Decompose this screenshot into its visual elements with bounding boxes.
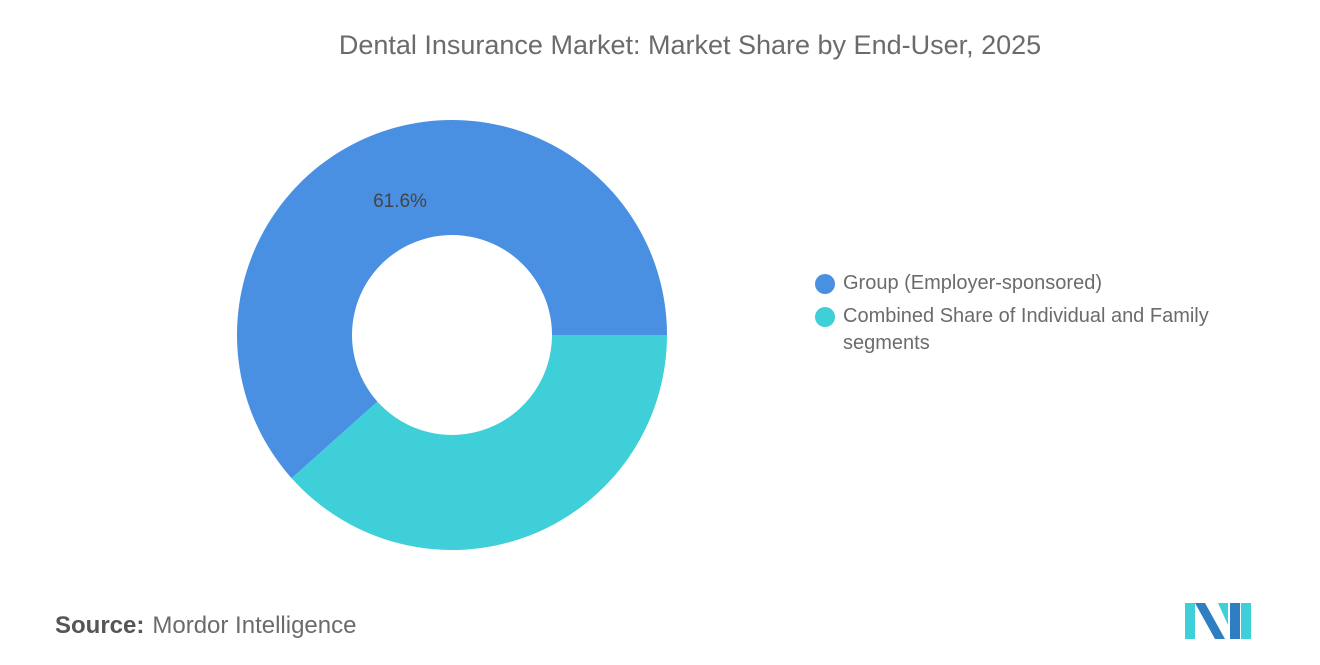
legend-item-1: Combined Share of Individual and Family … <box>815 303 1275 357</box>
legend-label-1: Combined Share of Individual and Family … <box>843 305 1209 354</box>
mordor-logo <box>1185 603 1251 639</box>
legend-swatch-1 <box>815 307 835 327</box>
slice-label-0: 61.6% <box>373 191 427 212</box>
legend-item-0: Group (Employer-sponsored) <box>815 270 1275 297</box>
legend: Group (Employer-sponsored) Combined Share… <box>815 270 1275 363</box>
legend-label-0: Group (Employer-sponsored) <box>843 272 1102 294</box>
source: Source: Mordor Intelligence <box>55 612 356 640</box>
source-label: Source: <box>55 612 145 639</box>
chart-title: Dental Insurance Market: Market Share by… <box>338 30 1042 60</box>
slice-1 <box>291 335 667 551</box>
legend-swatch-0 <box>815 274 835 294</box>
slice-0 <box>237 120 667 479</box>
source-value: Mordor Intelligence <box>152 612 357 639</box>
